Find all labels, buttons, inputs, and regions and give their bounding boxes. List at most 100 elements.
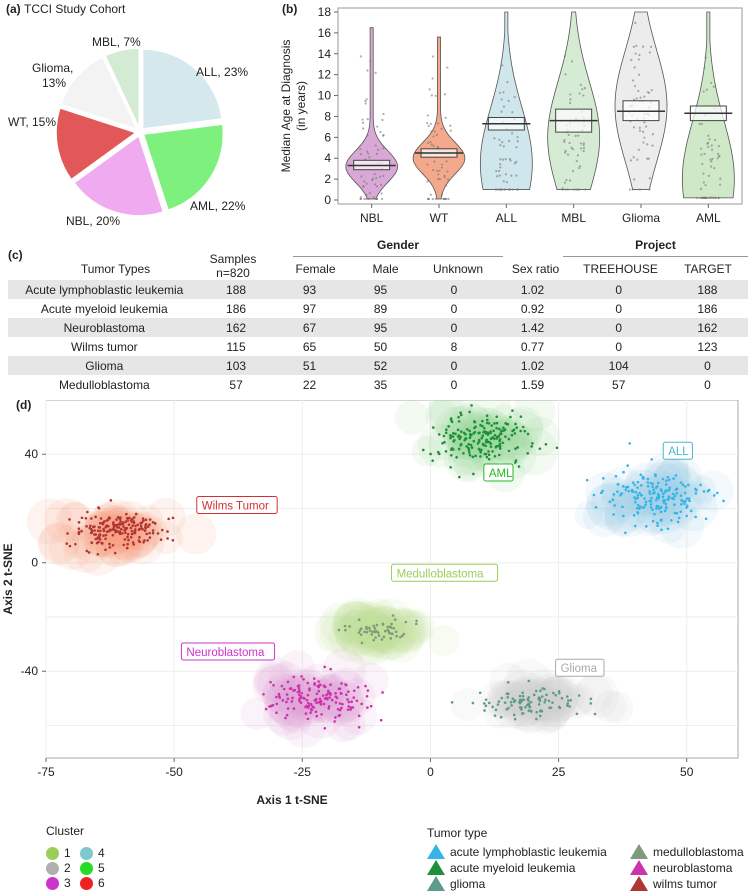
cluster-halo bbox=[282, 705, 326, 748]
cluster-point bbox=[318, 697, 322, 701]
cluster-point bbox=[653, 512, 656, 516]
violin-point bbox=[564, 149, 567, 152]
violin-point bbox=[648, 188, 651, 191]
cluster-point bbox=[308, 688, 311, 692]
cluster-point bbox=[121, 522, 125, 526]
cluster-halo bbox=[522, 677, 560, 714]
cluster-point bbox=[679, 494, 683, 497]
violin-point bbox=[499, 144, 502, 147]
cluster-point bbox=[489, 437, 493, 441]
cluster-point bbox=[139, 524, 143, 528]
cluster-point bbox=[656, 524, 659, 528]
panel-a-label: (a) bbox=[6, 2, 21, 16]
cluster-point bbox=[487, 457, 491, 461]
cluster-point bbox=[485, 418, 489, 422]
cluster-point bbox=[500, 429, 504, 432]
cluster-point bbox=[478, 448, 482, 452]
cluster-point bbox=[166, 530, 169, 533]
cluster-point bbox=[555, 446, 559, 450]
cluster-all: ALL bbox=[574, 441, 734, 549]
cluster-point bbox=[498, 447, 502, 450]
cluster-label-box bbox=[662, 441, 693, 460]
cluster-point bbox=[119, 523, 123, 526]
y-axis-label: Median Age at Diagnosis(in years) bbox=[279, 40, 308, 173]
cluster-point bbox=[306, 693, 310, 697]
cluster-point bbox=[444, 431, 448, 435]
cluster-point bbox=[343, 624, 347, 628]
violin-point bbox=[427, 197, 430, 201]
cluster-point bbox=[644, 503, 647, 507]
cluster-point bbox=[153, 521, 157, 525]
cluster-label: ALL bbox=[668, 446, 689, 458]
table-cell: 162 bbox=[666, 318, 748, 337]
cluster-point bbox=[132, 543, 136, 546]
violin-point bbox=[713, 138, 717, 142]
cluster-halo bbox=[110, 528, 143, 562]
violin-point bbox=[568, 179, 572, 182]
violin-point bbox=[499, 163, 502, 166]
cluster-point bbox=[74, 542, 77, 546]
violin-point bbox=[708, 196, 711, 200]
cluster-point bbox=[292, 675, 296, 679]
cluster-point bbox=[674, 474, 678, 477]
table-cell: 0.77 bbox=[520, 339, 545, 354]
violin-point bbox=[510, 132, 514, 135]
cluster-point bbox=[486, 433, 490, 436]
cluster-point bbox=[459, 411, 462, 415]
table-cell: 0 bbox=[615, 339, 623, 354]
cluster-point bbox=[666, 498, 670, 501]
cluster-point bbox=[129, 526, 133, 530]
violin-point bbox=[569, 98, 572, 101]
violin-point bbox=[502, 180, 505, 183]
cluster-point bbox=[171, 539, 175, 542]
cluster-halo bbox=[370, 614, 400, 644]
cluster-point bbox=[116, 530, 119, 533]
cluster-halo bbox=[358, 611, 395, 649]
cluster-point bbox=[687, 483, 690, 487]
table-cell: 1.59 bbox=[520, 377, 545, 392]
cluster-point bbox=[381, 623, 385, 626]
cluster-point bbox=[336, 707, 340, 711]
violin-chart: 0 2 4 6 8 10 12 14 16 18 Median Age at Diagnosis(i… bbox=[279, 5, 743, 225]
cluster-point bbox=[312, 677, 316, 680]
cluster-halo bbox=[26, 498, 73, 545]
cluster-point bbox=[489, 445, 493, 448]
violin-point bbox=[583, 87, 587, 90]
cluster-point bbox=[520, 712, 524, 715]
cluster-point bbox=[356, 685, 360, 689]
violin-point bbox=[359, 55, 362, 58]
cluster-point bbox=[688, 499, 691, 503]
triangle-icon bbox=[427, 876, 445, 891]
cluster-point bbox=[400, 634, 404, 638]
cluster-point bbox=[451, 435, 455, 438]
cluster-point bbox=[337, 687, 341, 691]
cluster-point bbox=[517, 465, 521, 468]
violin-plot-area bbox=[337, 7, 743, 205]
cluster-point bbox=[547, 699, 551, 703]
cluster-point bbox=[357, 714, 361, 718]
cluster-point bbox=[627, 489, 631, 493]
violin-point bbox=[568, 141, 571, 145]
cluster-point bbox=[527, 696, 531, 699]
violin-point bbox=[501, 158, 505, 161]
cluster-point bbox=[131, 517, 134, 521]
cluster-halo bbox=[517, 682, 557, 722]
violin-point bbox=[698, 122, 701, 126]
cluster-point bbox=[85, 525, 88, 528]
cluster-point bbox=[689, 509, 693, 513]
cluster-point bbox=[148, 536, 152, 539]
cluster-point bbox=[660, 518, 663, 522]
cluster-point bbox=[635, 506, 639, 510]
cluster-point bbox=[389, 637, 393, 640]
violin-point bbox=[428, 88, 431, 91]
cluster-point bbox=[111, 533, 115, 537]
violin-point bbox=[378, 175, 382, 178]
cluster-point bbox=[646, 484, 650, 488]
cluster-point bbox=[297, 684, 301, 687]
cluster-point bbox=[491, 450, 494, 453]
cluster-point bbox=[659, 510, 663, 514]
cluster-point bbox=[449, 419, 453, 422]
cluster-point bbox=[513, 717, 517, 721]
cluster-point bbox=[365, 625, 368, 629]
violin-point bbox=[639, 96, 642, 99]
